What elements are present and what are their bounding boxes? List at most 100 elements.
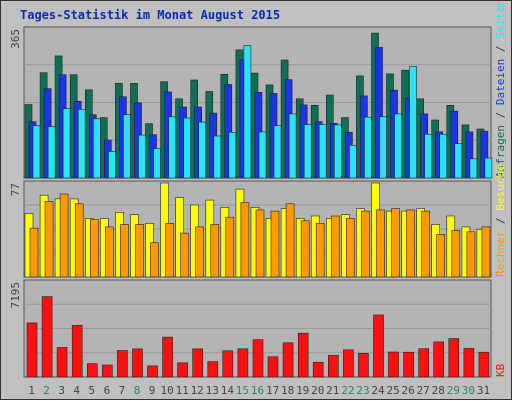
x-tick-label-26: 26	[401, 384, 414, 397]
bar-seiten-27	[424, 134, 433, 179]
bar-rechner-20	[315, 223, 325, 278]
bar-seiten-25	[394, 113, 402, 179]
bar-seiten-11	[183, 117, 191, 179]
x-tick-label-7: 7	[119, 384, 126, 397]
bar-seiten-28	[439, 134, 448, 179]
x-tick-label-31: 31	[477, 384, 490, 397]
bar-seiten-14	[228, 132, 237, 179]
bar-seiten-9	[153, 148, 161, 179]
chart-title: Tages-Statistik im Monat August 2015	[20, 8, 281, 22]
x-tick-label-25: 25	[386, 384, 399, 397]
bar-seiten-17	[273, 125, 282, 179]
bar-rechner-9	[150, 242, 159, 278]
bar-seiten-8	[138, 134, 146, 179]
x-tick-label-10: 10	[160, 384, 173, 397]
bar-kb-11	[177, 362, 188, 378]
bar-kb-25	[388, 351, 399, 378]
x-tick-label-17: 17	[266, 384, 279, 397]
legend-besuche: Besuche	[494, 164, 507, 210]
bar-rechner-15	[240, 202, 250, 278]
bar-rechner-27	[421, 210, 431, 278]
legend-seiten: Seiten	[494, 1, 507, 39]
bar-seiten-31	[484, 157, 493, 179]
bar-seiten-12	[198, 121, 206, 179]
bar-rechner-17	[270, 210, 280, 278]
x-tick-label-13: 13	[206, 384, 219, 397]
right-legend-3: KB	[494, 363, 507, 377]
bar-dateien-30	[465, 131, 474, 179]
bar-seiten-24	[379, 116, 387, 179]
x-tick-label-15: 15	[236, 384, 249, 397]
bar-rechner-21	[330, 215, 340, 278]
legend-kb: KB	[494, 363, 507, 377]
x-tick-label-24: 24	[371, 384, 385, 397]
bar-seiten-29	[454, 143, 463, 179]
x-tick-label-11: 11	[176, 384, 189, 397]
bar-kb-9	[147, 365, 158, 378]
x-tick-label-21: 21	[326, 384, 339, 397]
x-tick-label-28: 28	[432, 384, 445, 397]
bar-seiten-10	[168, 116, 176, 179]
bar-rechner-12	[195, 226, 204, 278]
bar-seiten-19	[303, 124, 312, 179]
bar-seiten-3	[62, 108, 71, 179]
bar-seiten-23	[364, 116, 372, 179]
bar-rechner-14	[225, 216, 235, 278]
bar-seiten-15	[243, 45, 252, 179]
bar-kb-6	[102, 364, 113, 378]
bar-seiten-7	[123, 114, 131, 179]
bar-kb-19	[297, 332, 309, 378]
bar-seiten-6	[108, 151, 116, 179]
bar-seiten-18	[288, 113, 297, 179]
x-tick-label-22: 22	[341, 384, 354, 397]
bar-kb-16	[252, 339, 264, 378]
x-tick-label-29: 29	[447, 384, 460, 397]
bar-seiten-13	[213, 135, 222, 179]
bar-kb-15	[237, 348, 249, 378]
legend-rechner: Rechner	[494, 230, 507, 277]
bar-kb-7	[117, 350, 128, 378]
bar-rechner-6	[105, 226, 114, 278]
bar-rechner-30	[466, 231, 476, 278]
bar-kb-2	[41, 296, 53, 378]
bar-kb-21	[327, 355, 339, 378]
bar-seiten-5	[93, 118, 101, 179]
x-tick-label-1: 1	[28, 384, 35, 397]
bar-kb-28	[433, 341, 445, 378]
bar-rechner-16	[255, 209, 265, 278]
bar-rechner-4	[74, 203, 84, 278]
bar-kb-29	[448, 338, 460, 378]
bar-kb-31	[478, 351, 490, 378]
bar-rechner-8	[135, 224, 144, 278]
bar-kb-20	[312, 361, 324, 378]
bar-seiten-2	[47, 126, 56, 179]
bar-rechner-23	[361, 210, 370, 278]
legend-separator: /	[494, 211, 507, 231]
x-tick-label-18: 18	[281, 384, 294, 397]
bar-rechner-25	[391, 208, 400, 278]
bar-rechner-2	[44, 201, 54, 278]
bar-rechner-11	[180, 232, 189, 278]
bar-seiten-30	[469, 158, 478, 179]
bar-kb-3	[56, 347, 68, 378]
bar-rechner-3	[59, 193, 69, 278]
bar-dateien-14	[224, 84, 233, 179]
bar-rechner-26	[406, 209, 415, 278]
bar-kb-30	[463, 348, 475, 378]
bar-kb-1	[26, 322, 38, 378]
x-tick-label-3: 3	[58, 384, 65, 397]
bar-kb-26	[403, 351, 414, 378]
bar-rechner-31	[481, 226, 491, 278]
x-tick-label-8: 8	[134, 384, 141, 397]
bar-seiten-26	[409, 66, 417, 179]
bar-kb-23	[358, 352, 369, 378]
bar-kb-4	[71, 325, 83, 378]
legend-separator: /	[494, 105, 507, 125]
bar-kb-14	[222, 350, 234, 378]
x-tick-label-9: 9	[149, 384, 156, 397]
bar-seiten-4	[77, 109, 86, 179]
bar-rechner-19	[300, 220, 310, 278]
y-max-label-1: 365	[9, 29, 22, 49]
